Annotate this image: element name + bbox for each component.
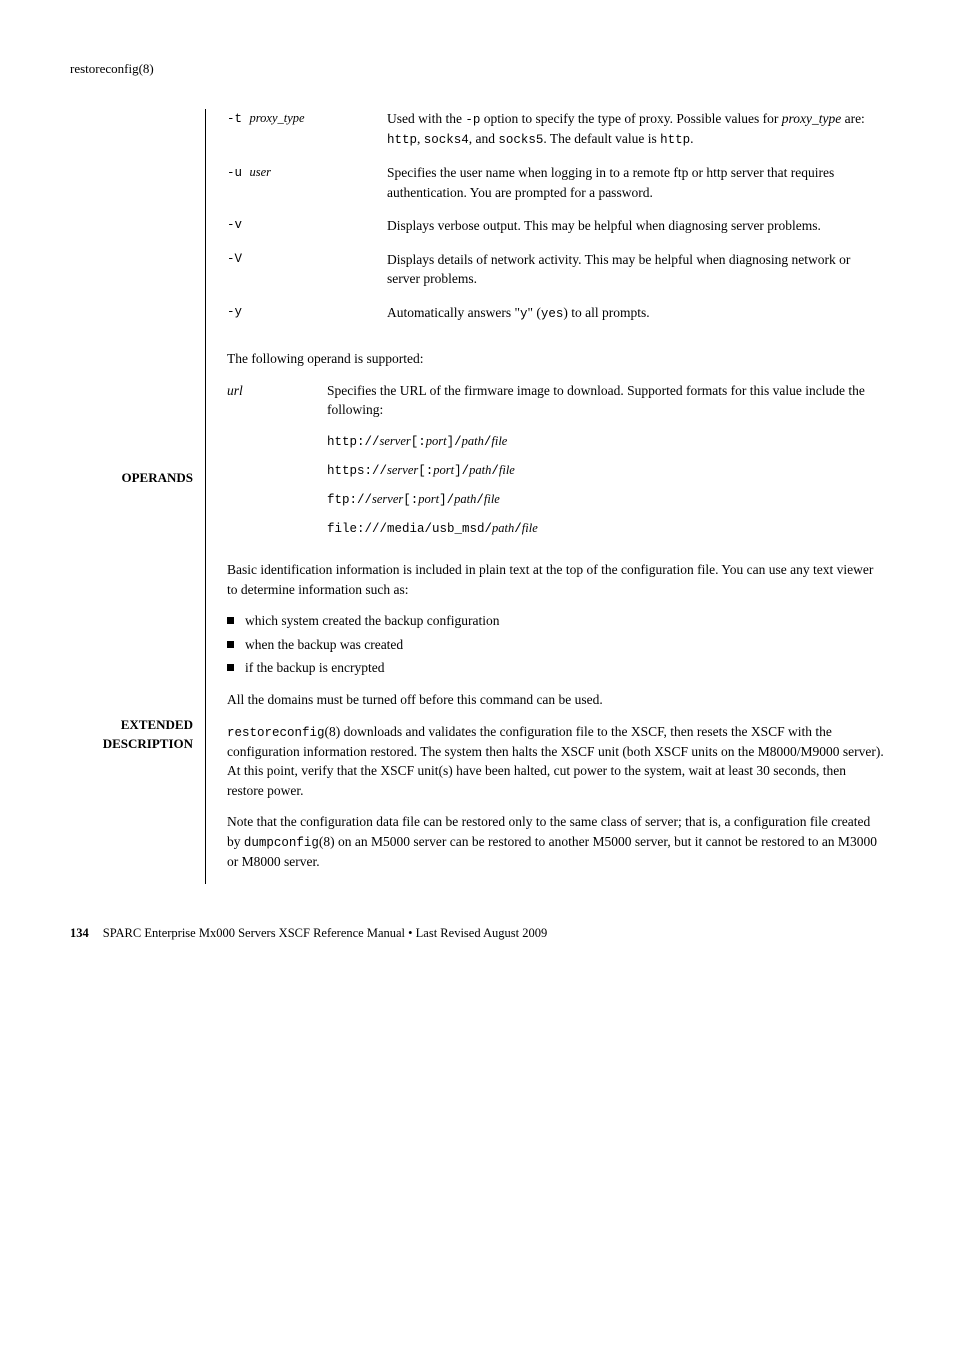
txt: option to specify the type of proxy. Pos… (480, 111, 781, 126)
txt: , (417, 131, 424, 146)
txt: socks4 (424, 133, 469, 147)
section-extended-label2: DESCRIPTION (70, 735, 193, 754)
operands-intro: The following operand is supported: (227, 349, 884, 369)
txt: Automatically answers " (387, 305, 520, 320)
txt: https:// (327, 464, 387, 478)
opt-key-ital: proxy_type (250, 111, 305, 125)
option-key: -t proxy_type (227, 109, 387, 149)
extended-p3: restoreconfig(8) downloads and validates… (227, 722, 884, 801)
option-row: -u user Specifies the user name when log… (227, 163, 884, 202)
right-col: -t proxy_type Used with the -p option to… (213, 109, 884, 884)
extended-bullets: which system created the backup configur… (227, 611, 884, 678)
operand-url-row: url Specifies the URL of the firmware im… (227, 381, 884, 420)
txt: [: (411, 435, 426, 449)
txt: server (380, 434, 411, 448)
url-format: https://server[:port]/path/file (327, 461, 884, 480)
txt: / (514, 522, 522, 536)
txt: path (469, 463, 491, 477)
txt: -p (465, 113, 480, 127)
option-key: -y (227, 303, 387, 323)
txt: http:// (327, 435, 380, 449)
option-desc: Used with the -p option to specify the t… (387, 109, 884, 149)
txt: dumpconfig (244, 836, 319, 850)
operand-url-label: url (227, 381, 327, 420)
txt: path (454, 492, 476, 506)
section-operands-label: OPERANDS (70, 469, 193, 488)
txt: socks5 (498, 133, 543, 147)
page-number: 134 (70, 926, 89, 940)
txt: -v (227, 218, 242, 232)
extended-p4: Note that the configuration data file ca… (227, 812, 884, 871)
option-desc: Automatically answers "y" (yes) to all p… (387, 303, 884, 323)
txt: -V (227, 252, 242, 266)
txt: . (690, 131, 693, 146)
txt: " ( (528, 305, 541, 320)
txt: server (372, 492, 403, 506)
txt: -y (227, 305, 242, 319)
option-row: -v Displays verbose output. This may be … (227, 216, 884, 236)
txt: ]/ (447, 435, 462, 449)
txt: port (426, 434, 447, 448)
txt: / (491, 464, 499, 478)
txt: ftp:// (327, 493, 372, 507)
txt: restoreconfig (227, 726, 325, 740)
txt: y (520, 307, 528, 321)
option-row: -V Displays details of network activity.… (227, 250, 884, 289)
txt: file (499, 463, 515, 477)
page-header: restoreconfig(8) (70, 60, 884, 79)
txt: ]/ (454, 464, 469, 478)
option-desc: Specifies the user name when logging in … (387, 163, 884, 202)
txt: , and (469, 131, 499, 146)
txt: file (484, 492, 500, 506)
url-format: ftp://server[:port]/path/file (327, 490, 884, 509)
page-footer: 134 SPARC Enterprise Mx000 Servers XSCF R… (70, 924, 884, 942)
txt: http (660, 133, 690, 147)
extended-p2: All the domains must be turned off befor… (227, 690, 884, 710)
main-grid: OPERANDS EXTENDED DESCRIPTION -t proxy_t… (70, 109, 884, 884)
txt: Used with the (387, 111, 465, 126)
vertical-divider (205, 109, 213, 884)
txt: -u (227, 166, 250, 180)
txt: server (387, 463, 418, 477)
option-key: -v (227, 216, 387, 236)
txt: path (492, 521, 514, 535)
list-item: when the backup was created (227, 635, 884, 655)
option-key: -u user (227, 163, 387, 202)
txt: / (476, 493, 484, 507)
left-col: OPERANDS EXTENDED DESCRIPTION (70, 109, 205, 884)
txt: user (250, 165, 272, 179)
txt: yes (541, 307, 564, 321)
option-desc: Displays verbose output. This may be hel… (387, 216, 884, 236)
section-extended-label1: EXTENDED (70, 716, 193, 735)
extended-p1: Basic identification information is incl… (227, 560, 884, 599)
list-item: which system created the backup configur… (227, 611, 884, 631)
txt: http (387, 133, 417, 147)
txt: ]/ (439, 493, 454, 507)
option-row: -t proxy_type Used with the -p option to… (227, 109, 884, 149)
txt: proxy_type (782, 111, 841, 126)
operand-url-desc: Specifies the URL of the firmware image … (327, 381, 884, 420)
txt: (8) downloads and validates the configur… (227, 724, 884, 798)
opt-key-mono: -t (227, 112, 250, 126)
txt: [: (418, 464, 433, 478)
url-format: http://server[:port]/path/file (327, 432, 884, 451)
txt: (8) on an M5000 server can be restored t… (227, 834, 877, 869)
txt: are: (841, 111, 865, 126)
txt: [: (403, 493, 418, 507)
footer-text: SPARC Enterprise Mx000 Servers XSCF Refe… (103, 926, 548, 940)
url-format: file:///media/usb_msd/path/file (327, 519, 884, 538)
list-item: if the backup is encrypted (227, 658, 884, 678)
txt: ) to all prompts. (563, 305, 649, 320)
txt: port (418, 492, 439, 506)
txt: path (462, 434, 484, 448)
option-desc: Displays details of network activity. Th… (387, 250, 884, 289)
txt: file (491, 434, 507, 448)
txt: file (522, 521, 538, 535)
txt: . The default value is (543, 131, 660, 146)
txt: file:///media/usb_msd/ (327, 522, 492, 536)
option-key: -V (227, 250, 387, 289)
option-row: -y Automatically answers "y" (yes) to al… (227, 303, 884, 323)
txt: port (433, 463, 454, 477)
